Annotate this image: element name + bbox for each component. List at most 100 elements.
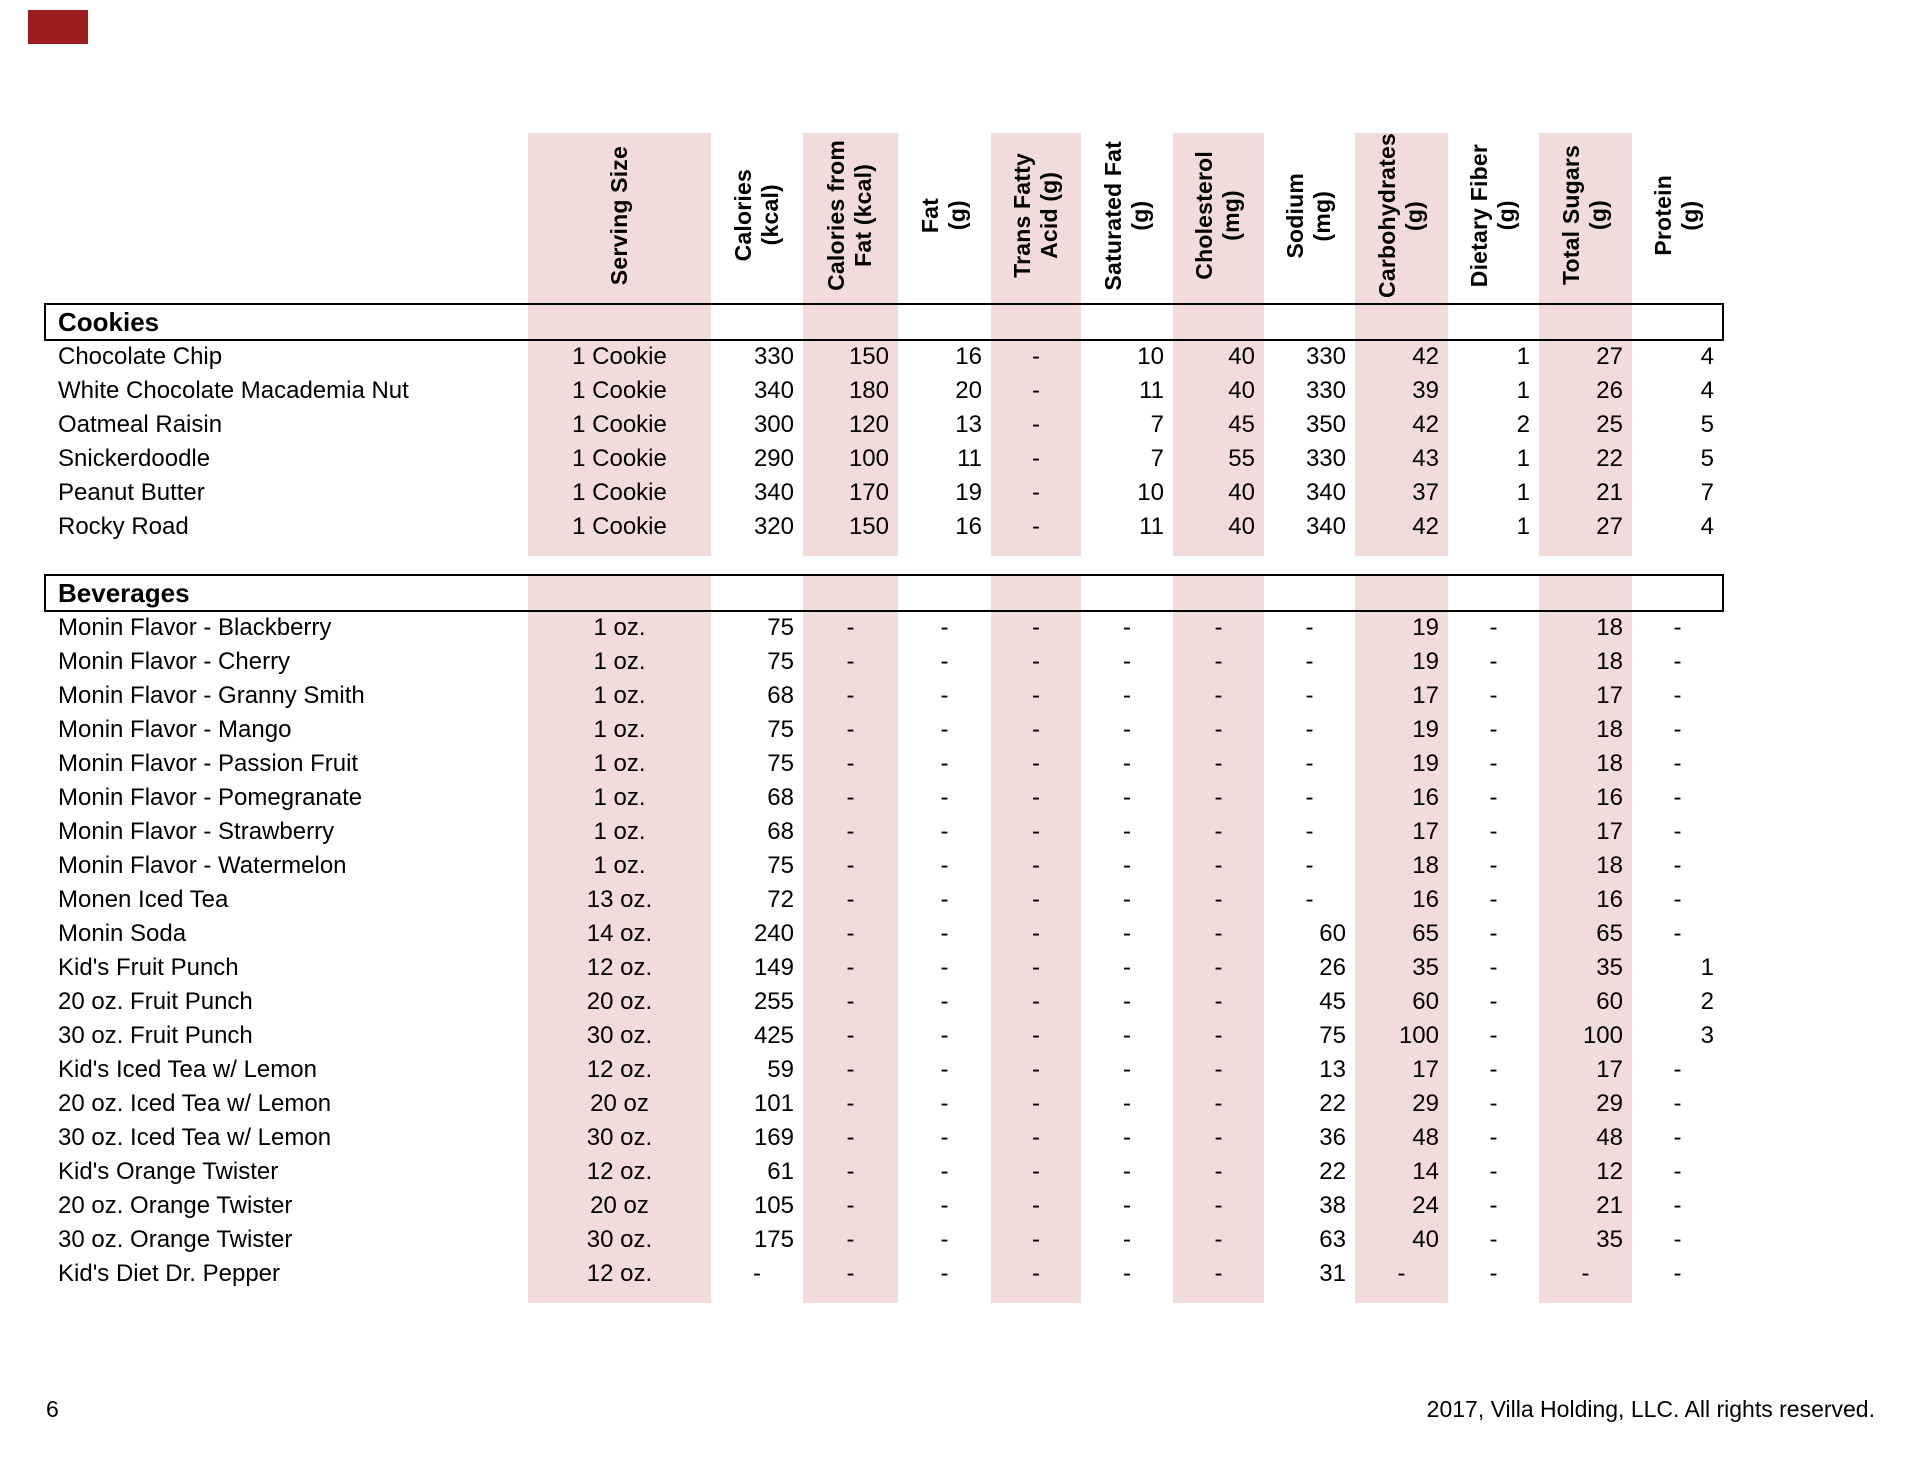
- value-cell-trans_fatty_acid: -: [991, 441, 1081, 476]
- value-cell-fat: 16: [955, 512, 982, 540]
- value-cell-dietary_fiber: 2: [1516, 410, 1530, 438]
- table-row: Monin Flavor - Mango 1 oz. 75- - - - - -19-18-: [45, 712, 1723, 747]
- value-cell-cholesterol: -: [1173, 1154, 1264, 1189]
- spacer-cell: [1539, 1290, 1632, 1303]
- value-cell-serving_size: 1 oz.: [528, 644, 711, 679]
- value-cell-serving_size: 30 oz.: [528, 1018, 711, 1053]
- item-name-cell: Snickerdoodle: [58, 444, 211, 472]
- item-name-cell: 20 oz. Iced Tea w/ Lemon: [58, 1089, 332, 1117]
- item-name-cell: Monen Iced Tea: [58, 885, 229, 913]
- value-cell-cholesterol: -: [1173, 848, 1264, 883]
- value-cell-total_sugars: 25: [1539, 407, 1632, 442]
- col-header-label: Sodium (mg): [1282, 172, 1336, 259]
- value-cell-calories: 340: [753, 478, 794, 506]
- value-cell-protein: -: [1673, 1259, 1682, 1287]
- value-cell-carbohydrates: 60: [1355, 984, 1448, 1019]
- value-cell-protein: 7: [1700, 478, 1714, 506]
- value-cell-trans_fatty_acid: -: [991, 882, 1081, 917]
- col-header-label: Cholesterol (mg): [1191, 151, 1245, 280]
- value-cell-sodium: 60: [1319, 919, 1346, 947]
- value-cell-sodium: 22: [1319, 1157, 1346, 1185]
- value-cell-cholesterol: -: [1173, 678, 1264, 713]
- spacer-cell: [898, 544, 991, 556]
- value-cell-carbohydrates: 42: [1355, 339, 1448, 374]
- value-cell-serving_size: 1 oz.: [528, 610, 711, 645]
- value-cell-carbohydrates: 19: [1355, 610, 1448, 645]
- value-cell-trans_fatty_acid: -: [991, 848, 1081, 883]
- value-cell-dietary_fiber: -: [1489, 614, 1498, 642]
- value-cell-calories_from_fat: -: [803, 644, 898, 679]
- value-cell-total_sugars: 17: [1539, 814, 1632, 849]
- value-cell-total_sugars: 12: [1539, 1154, 1632, 1189]
- item-name-cell: Peanut Butter: [58, 478, 205, 506]
- value-cell-carbohydrates: -: [1355, 1256, 1448, 1291]
- value-cell-calories_from_fat: -: [803, 780, 898, 815]
- value-cell-protein: -: [1673, 715, 1682, 743]
- value-cell-total_sugars: 48: [1539, 1120, 1632, 1155]
- value-cell-cholesterol: -: [1173, 644, 1264, 679]
- value-cell-protein: -: [1673, 1157, 1682, 1185]
- table-row: White Chocolate Macademia Nut 1 Cookie 340…: [45, 373, 1723, 408]
- value-cell-dietary_fiber: -: [1489, 681, 1498, 709]
- item-name-cell: Kid's Diet Dr. Pepper: [58, 1259, 281, 1287]
- value-cell-calories_from_fat: -: [803, 984, 898, 1019]
- section-title: Beverages: [58, 577, 190, 608]
- value-cell-saturated_fat: -: [1123, 1021, 1131, 1049]
- value-cell-fat: -: [940, 1089, 949, 1117]
- section-cell: [1632, 302, 1724, 341]
- col-header-label: Total Sugars (g): [1558, 145, 1612, 286]
- value-cell-cholesterol: -: [1173, 1222, 1264, 1257]
- value-cell-fat: -: [940, 987, 949, 1015]
- value-cell-serving_size: 1 Cookie: [528, 373, 711, 408]
- value-cell-calories_from_fat: 120: [803, 407, 898, 442]
- value-cell-protein: 2: [1700, 987, 1714, 1015]
- item-name-cell: Oatmeal Raisin: [58, 410, 223, 438]
- value-cell-saturated_fat: -: [1123, 885, 1131, 913]
- value-cell-protein: -: [1673, 1089, 1682, 1117]
- value-cell-dietary_fiber: 1: [1516, 376, 1530, 404]
- item-name-cell: Monin Flavor - Strawberry: [58, 817, 335, 845]
- value-cell-dietary_fiber: -: [1489, 647, 1498, 675]
- value-cell-carbohydrates: 37: [1355, 475, 1448, 510]
- value-cell-trans_fatty_acid: -: [991, 610, 1081, 645]
- value-cell-saturated_fat: 7: [1150, 410, 1164, 438]
- table-row: Monin Flavor - Passion Fruit 1 oz. 75- - - - -…: [45, 746, 1723, 781]
- spacer-cell: [1081, 555, 1173, 575]
- value-cell-total_sugars: 26: [1539, 373, 1632, 408]
- value-cell-dietary_fiber: -: [1489, 1123, 1498, 1151]
- value-cell-cholesterol: -: [1173, 814, 1264, 849]
- col-header-total_sugars: Total Sugars (g): [1539, 133, 1632, 304]
- value-cell-carbohydrates: 17: [1355, 814, 1448, 849]
- value-cell-calories: 68: [767, 783, 794, 811]
- value-cell-dietary_fiber: 1: [1516, 343, 1530, 371]
- value-cell-fat: -: [940, 1055, 949, 1083]
- value-cell-carbohydrates: 65: [1355, 916, 1448, 951]
- value-cell-protein: 1: [1700, 953, 1714, 981]
- value-cell-fat: -: [940, 715, 949, 743]
- value-cell-sodium: -: [1305, 851, 1314, 879]
- value-cell-fat: -: [940, 1157, 949, 1185]
- value-cell-protein: 4: [1700, 376, 1714, 404]
- section-cell: [803, 573, 898, 612]
- value-cell-cholesterol: 55: [1173, 441, 1264, 476]
- value-cell-protein: -: [1673, 851, 1682, 879]
- spacer-cell: [1081, 1291, 1173, 1303]
- value-cell-carbohydrates: 19: [1355, 746, 1448, 781]
- section-cell: [711, 573, 803, 612]
- value-cell-protein: -: [1673, 647, 1682, 675]
- value-cell-sodium: 22: [1319, 1089, 1346, 1117]
- value-cell-cholesterol: -: [1173, 882, 1264, 917]
- value-cell-carbohydrates: 42: [1355, 509, 1448, 544]
- spacer-cell: [898, 555, 991, 575]
- section-title-cell: Cookies: [44, 302, 528, 341]
- table-row: 20 oz. Orange Twister 20 oz 105- - - - -38 24-2…: [45, 1188, 1723, 1223]
- value-cell-calories: -: [753, 1259, 761, 1287]
- spacer-cell: [1632, 1291, 1723, 1303]
- col-header-label: Protein (g): [1650, 175, 1704, 256]
- value-cell-total_sugars: 16: [1539, 780, 1632, 815]
- spacer-cell: [1539, 543, 1632, 556]
- header-row: Serving Size Calories (kcal) Calories from…: [45, 133, 1723, 304]
- value-cell-calories_from_fat: -: [803, 1018, 898, 1053]
- table-row: Monin Flavor - Pomegranate 1 oz. 68- - - - - -1…: [45, 780, 1723, 815]
- spacer-cell: [1264, 544, 1355, 556]
